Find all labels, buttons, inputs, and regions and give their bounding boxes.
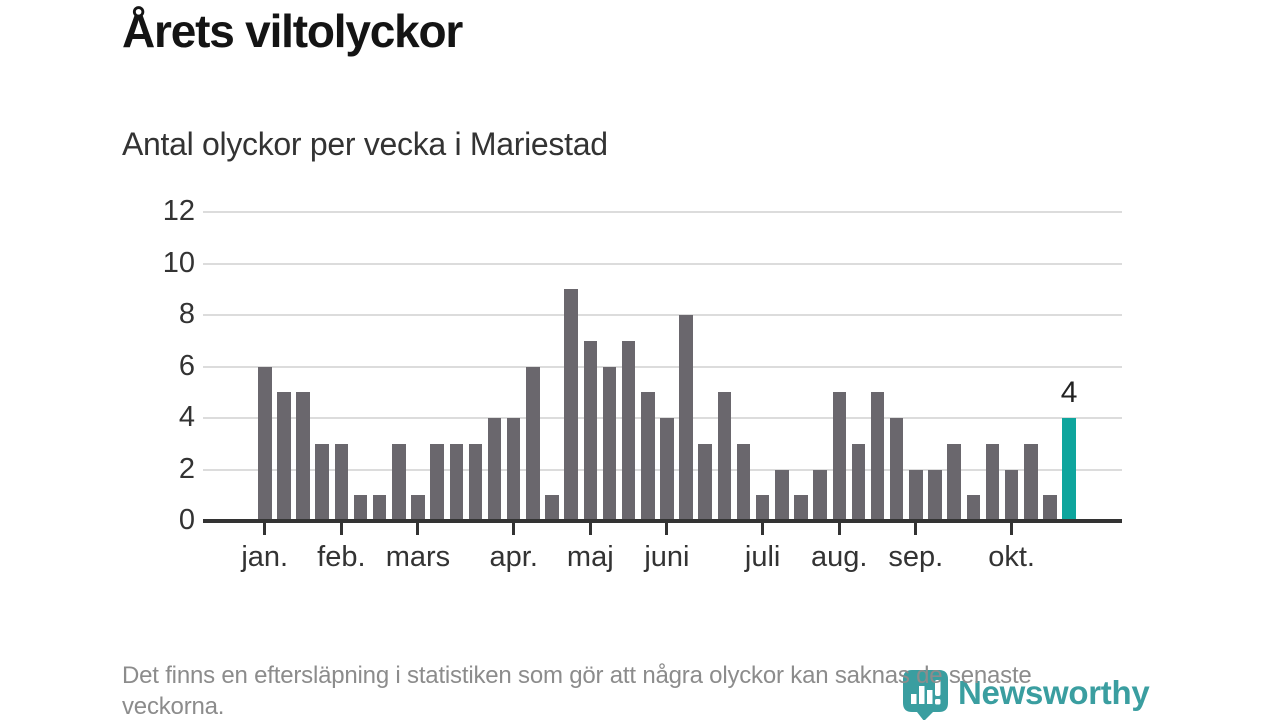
x-axis-tick-feb — [339, 523, 343, 535]
footnote: Det finns en eftersläpning i statistiken… — [122, 662, 1032, 720]
x-axis-label-mars: mars — [385, 541, 451, 573]
y-axis-label-8: 8 — [178, 298, 195, 330]
x-axis-label-juni: juni — [644, 541, 690, 573]
gridline-y-10 — [203, 262, 1122, 265]
bar-week-41 — [1024, 443, 1038, 521]
bar-week-37 — [947, 443, 961, 521]
bar-week-10 — [430, 443, 444, 521]
bar-week-25 — [717, 392, 732, 521]
bar-week-17 — [564, 289, 578, 521]
newsworthy-logo: Newsworthy — [902, 669, 1150, 720]
bar-week-26 — [736, 443, 751, 521]
bar-current-week — [1062, 418, 1076, 521]
x-axis-label-maj: maj — [566, 541, 614, 573]
y-axis-label-4: 4 — [178, 401, 195, 433]
bar-week-38 — [966, 495, 981, 521]
x-axis-tick-apr — [512, 523, 516, 535]
bar-week-15 — [526, 366, 540, 521]
x-axis-tick-okt — [1010, 523, 1014, 535]
y-axis-label-6: 6 — [178, 349, 195, 382]
x-axis-label-sep: sep. — [888, 541, 944, 573]
bar-week-35 — [909, 469, 923, 521]
x-axis-tick-aug — [837, 523, 841, 535]
x-axis-label-apr: apr. — [489, 541, 538, 573]
bar-week-22 — [660, 418, 674, 521]
x-axis-tick-jan — [263, 523, 267, 535]
bar-week-21 — [641, 392, 655, 521]
x-axis-tick-mars — [416, 523, 420, 535]
bar-week-29 — [794, 495, 808, 521]
last-bar-value-label: 4 — [1060, 376, 1078, 409]
x-axis-tick-sep — [914, 523, 918, 535]
newsworthy-wordmark: Newsworthy — [958, 674, 1150, 711]
bar-week-4 — [315, 443, 329, 521]
x-axis-tick-juni — [665, 523, 669, 535]
y-axis-label-0: 0 — [178, 504, 195, 536]
y-axis-label-12: 12 — [162, 195, 195, 227]
bar-week-27 — [755, 495, 770, 521]
bar-week-12 — [468, 443, 483, 521]
bar-week-1 — [258, 366, 272, 521]
x-axis-label-okt: okt. — [988, 541, 1035, 573]
x-axis-label-jan: jan. — [241, 541, 289, 573]
y-axis-label-2: 2 — [178, 452, 195, 485]
newsworthy-pin-icon — [903, 670, 948, 720]
bar-week-3 — [296, 392, 310, 521]
bar-week-19 — [602, 366, 617, 521]
bar-week-7 — [372, 495, 387, 521]
gridline-y-12 — [203, 211, 1122, 213]
bar-week-14 — [506, 418, 521, 521]
bar-week-39 — [985, 443, 1000, 521]
bar-week-23 — [679, 315, 693, 521]
x-axis-tick-juli — [761, 523, 765, 535]
x-axis-label-feb: feb. — [317, 541, 366, 573]
plot-area — [203, 211, 1122, 521]
bar-week-42 — [1043, 495, 1057, 521]
x-axis-label-aug: aug. — [811, 541, 868, 573]
bar-week-13 — [487, 418, 502, 521]
bar-week-5 — [334, 443, 349, 521]
bar-week-32 — [851, 443, 866, 521]
bar-week-2 — [277, 392, 291, 521]
bar-week-24 — [698, 443, 712, 521]
bar-week-33 — [870, 392, 885, 521]
bar-week-9 — [411, 495, 425, 521]
bar-week-20 — [621, 340, 636, 521]
bar-week-8 — [392, 443, 406, 521]
gridline-y-6 — [203, 365, 1122, 368]
y-axis-label-10: 10 — [162, 246, 195, 279]
chart-title: Årets viltolyckor — [122, 5, 463, 57]
bar-week-18 — [583, 340, 598, 521]
bar-week-16 — [545, 495, 559, 521]
bar-week-36 — [928, 469, 942, 521]
x-axis-tick-maj — [588, 523, 592, 535]
x-axis-line — [203, 519, 1122, 523]
bar-week-31 — [832, 392, 846, 521]
gridline-y-8 — [203, 314, 1122, 316]
bar-week-34 — [889, 418, 904, 521]
bar-week-28 — [775, 469, 789, 521]
bar-week-30 — [813, 469, 827, 521]
x-axis-label-juli: juli — [744, 541, 781, 573]
chart-subtitle: Antal olyckor per vecka i Mariestad — [122, 126, 608, 162]
bar-week-6 — [353, 495, 368, 521]
bar-week-11 — [449, 443, 463, 521]
bar-week-40 — [1004, 469, 1019, 521]
